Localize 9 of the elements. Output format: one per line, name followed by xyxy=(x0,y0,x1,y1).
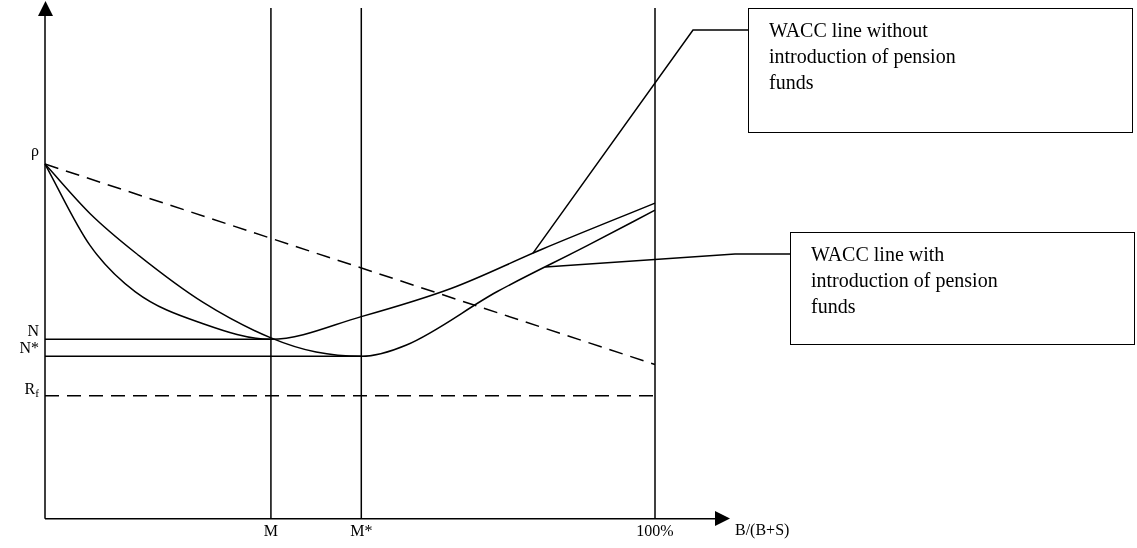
x-tick-label: 100% xyxy=(636,521,674,539)
x-axis-title: B/(B+S) xyxy=(735,521,790,539)
series-label: N* xyxy=(19,338,40,356)
x-tick-label: M* xyxy=(350,521,373,539)
text: ρ xyxy=(31,142,40,161)
series-label: N xyxy=(27,321,40,339)
text: WACC line without introduction of pension funds xyxy=(769,18,957,95)
x-tick-label: M xyxy=(263,521,279,539)
text: WACC line with introduction of pension funds xyxy=(811,242,999,319)
